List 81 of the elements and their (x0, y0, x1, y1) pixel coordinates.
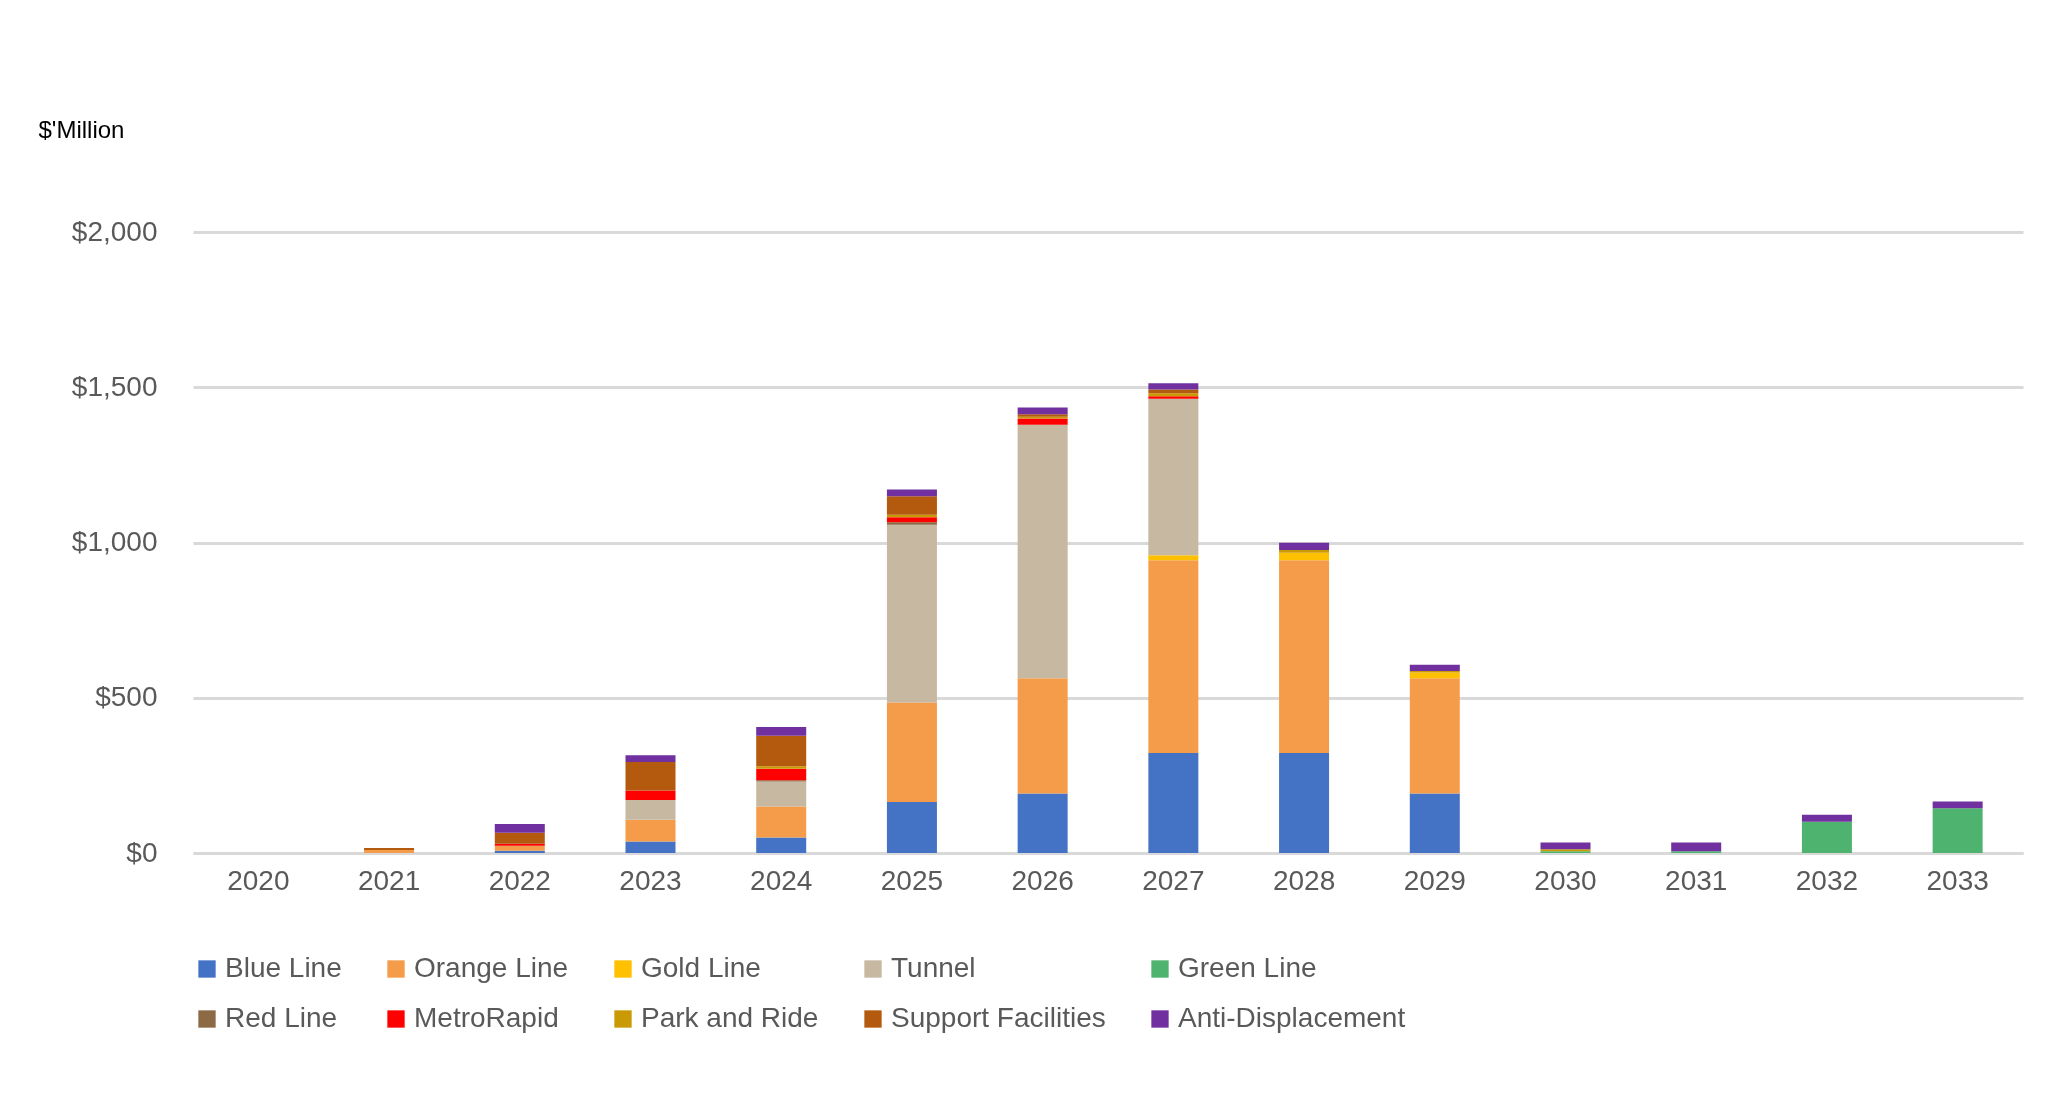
bar (1279, 753, 1330, 853)
bar (1932, 801, 1983, 809)
legend-label: Orange Line (414, 952, 569, 983)
legend-label: Tunnel (891, 952, 976, 983)
y-tick-label: $1,500 (71, 370, 158, 402)
bar (886, 517, 937, 523)
bar (1801, 821, 1852, 853)
bar (1409, 678, 1460, 794)
y-axis-title: $'Million (38, 115, 125, 143)
legend-label: Green Line (1178, 952, 1317, 983)
bar (1148, 555, 1199, 561)
bar (1279, 560, 1330, 754)
bar (1279, 549, 1330, 553)
bar (1279, 542, 1330, 550)
bar (886, 802, 937, 853)
bar (1932, 808, 1983, 853)
y-tick-label: $500 (95, 681, 158, 713)
bar (1148, 389, 1199, 394)
bar (1409, 793, 1460, 853)
bar (756, 735, 807, 767)
x-tick-label: 2030 (1534, 864, 1597, 896)
legend-label: Anti-Displacement (1178, 1002, 1406, 1033)
legend-label: Park and Ride (641, 1002, 819, 1033)
bar (494, 850, 545, 853)
x-tick-label: 2025 (880, 864, 944, 896)
bar (625, 755, 676, 763)
x-tick-label: 2026 (1011, 864, 1074, 896)
bar (1540, 842, 1591, 850)
bar (1017, 418, 1068, 425)
bar (1801, 814, 1852, 822)
bar (756, 837, 807, 853)
legend-label: Blue Line (225, 952, 342, 983)
bar (886, 496, 937, 515)
y-tick-label: $0 (126, 836, 158, 868)
bar (494, 843, 545, 846)
bar (494, 824, 545, 833)
bar (756, 766, 807, 769)
bar (1671, 842, 1722, 852)
bar (1409, 664, 1460, 672)
bar (625, 790, 676, 800)
bar (756, 806, 807, 838)
bar (1148, 753, 1199, 853)
bar (756, 781, 807, 807)
bar (1148, 560, 1199, 754)
x-tick-label: 2028 (1272, 864, 1336, 896)
bar (886, 702, 937, 803)
bar (494, 845, 545, 851)
legend-label: Red Line (225, 1002, 338, 1033)
legend-label: Gold Line (641, 952, 761, 983)
bar (1017, 793, 1068, 853)
x-tick-label: 2020 (227, 864, 290, 896)
bar (1148, 398, 1199, 556)
bar (886, 489, 937, 497)
y-tick-label: $1,000 (71, 526, 158, 557)
bar (625, 762, 676, 791)
bar (756, 726, 807, 736)
bar (1409, 672, 1460, 679)
x-tick-label: 2033 (1926, 864, 1989, 896)
bar (625, 799, 676, 820)
bar (756, 768, 807, 781)
bar (1017, 407, 1068, 415)
x-tick-label: 2023 (619, 864, 682, 896)
bar (494, 832, 545, 844)
x-tick-label: 2027 (1142, 864, 1205, 896)
bar (1279, 552, 1330, 561)
x-tick-label: 2021 (357, 864, 421, 896)
bar (886, 524, 937, 703)
legend-label: MetroRapid (414, 1002, 559, 1033)
bar (1017, 424, 1068, 679)
bar (1017, 678, 1068, 794)
bar (625, 819, 676, 842)
x-tick-label: 2029 (1403, 864, 1466, 896)
x-tick-label: 2032 (1795, 864, 1859, 896)
bar (1148, 383, 1199, 390)
x-tick-label: 2024 (750, 864, 813, 896)
bar (886, 522, 937, 525)
legend-label: Support Facilities (891, 1002, 1106, 1033)
y-tick-label: $2,000 (71, 215, 158, 247)
x-tick-label: 2031 (1665, 864, 1728, 896)
x-tick-label: 2022 (488, 864, 551, 896)
bar (625, 841, 676, 853)
